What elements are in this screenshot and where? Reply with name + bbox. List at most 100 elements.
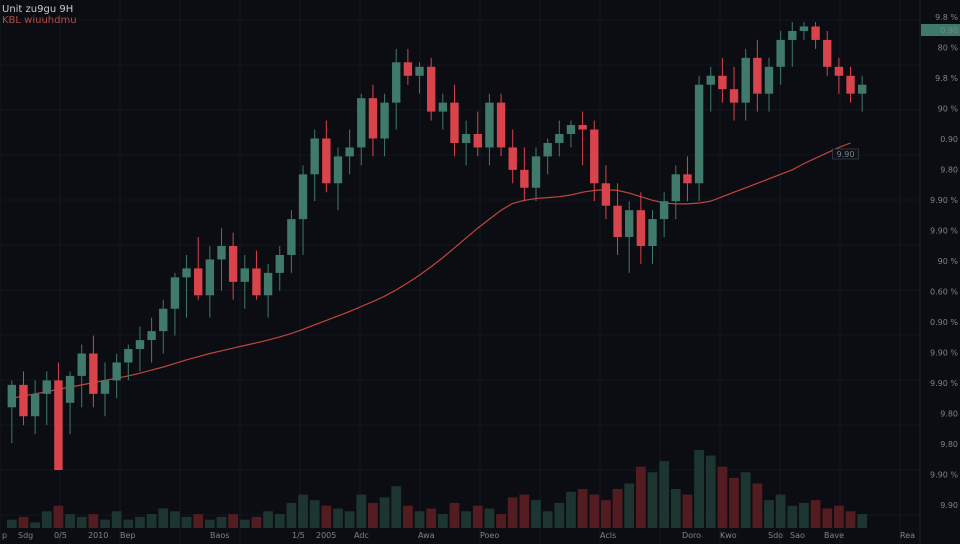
candle-body xyxy=(135,340,145,350)
volume-bar xyxy=(449,502,460,528)
volume-bar xyxy=(496,514,506,528)
candle-body xyxy=(228,246,238,282)
x-axis-label: Sdg xyxy=(18,531,33,540)
candle-body xyxy=(89,353,98,394)
volume-bar xyxy=(461,511,472,528)
volume-bar xyxy=(111,511,122,528)
volume-bar xyxy=(193,514,204,528)
candle-body xyxy=(834,66,844,76)
volume-bar xyxy=(705,455,716,528)
volume-bar xyxy=(414,511,425,528)
candle-body xyxy=(205,259,215,296)
volume-bar xyxy=(764,500,774,528)
candle-body xyxy=(776,39,785,67)
price-tick-label: 0.90 xyxy=(940,135,958,144)
moving-average-line xyxy=(11,142,851,399)
volume-bar xyxy=(391,486,402,528)
candle-body xyxy=(473,134,482,148)
candle-body xyxy=(42,380,51,394)
volume-bar xyxy=(542,511,553,528)
volume-bar xyxy=(379,497,390,528)
volume-bar xyxy=(65,514,75,528)
candle-body xyxy=(7,384,17,408)
candle-body xyxy=(659,201,669,220)
candle-body xyxy=(485,102,494,148)
candle-body xyxy=(380,102,389,139)
candle-body xyxy=(520,169,529,188)
candle-body xyxy=(182,268,191,278)
volume-bar xyxy=(566,491,576,528)
candle-body xyxy=(30,393,40,417)
volume-bar xyxy=(181,516,192,528)
price-tick-label: 9.90 % xyxy=(930,227,958,236)
x-axis-label: p xyxy=(2,531,7,540)
candle-body xyxy=(287,219,296,255)
volume-bar xyxy=(601,500,611,528)
candle-body xyxy=(450,102,459,143)
volume-bar xyxy=(402,505,413,528)
volume-bar xyxy=(76,516,87,528)
candle-body xyxy=(625,210,634,238)
candle-body xyxy=(217,246,226,260)
candle-body xyxy=(345,147,354,157)
volume-bar xyxy=(833,505,844,528)
candle-body xyxy=(846,75,855,94)
volume-bar xyxy=(88,514,99,528)
volume-bar xyxy=(729,477,739,528)
candle-body xyxy=(310,138,319,175)
x-axis-label: 0/5 xyxy=(54,531,67,540)
x-axis-label: Rea xyxy=(900,531,915,540)
volume-bar xyxy=(100,519,110,528)
volume-bar xyxy=(53,505,64,528)
candle-body xyxy=(54,380,63,470)
volume-bar xyxy=(286,502,297,528)
volume-bar xyxy=(263,511,273,528)
x-axis-label: 2010 xyxy=(88,531,108,540)
candle-body xyxy=(531,156,541,188)
volume-bar xyxy=(472,505,483,528)
candle-body xyxy=(240,268,249,282)
volume-bar xyxy=(752,483,763,528)
volume-bar xyxy=(612,489,623,528)
volume-bar xyxy=(123,519,134,528)
x-axis-label: Bave xyxy=(824,531,844,540)
candle-body xyxy=(753,57,762,94)
candle-body xyxy=(508,147,517,170)
volume-bar xyxy=(437,514,448,528)
candle-body xyxy=(694,84,704,184)
volume-bar xyxy=(356,494,367,528)
candle-body xyxy=(543,142,552,157)
candle-body xyxy=(729,89,739,103)
chart-header: Unit zu9gu 9H KBL wiuuhdmu xyxy=(2,4,77,26)
volume-bar xyxy=(146,514,157,528)
candle-body xyxy=(194,268,203,296)
price-tick-label: 90 % xyxy=(938,257,959,266)
price-tick-label: 0.60 % xyxy=(930,288,958,297)
volume-bar xyxy=(158,508,169,528)
price-tick-label: 80 % xyxy=(938,44,959,53)
candle-body xyxy=(718,75,727,90)
x-axis-label: 2005 xyxy=(316,531,336,540)
volume-bar xyxy=(694,450,704,528)
x-axis-label: Bep xyxy=(120,531,136,540)
volume-bar xyxy=(531,500,541,528)
candle-body xyxy=(811,26,820,40)
volume-bar xyxy=(216,516,227,528)
candle-body xyxy=(159,308,168,332)
candle-body xyxy=(252,268,261,296)
candle-body xyxy=(147,331,156,341)
candle-body xyxy=(77,353,86,376)
price-tick-label: 90 % xyxy=(938,105,959,114)
candle-body xyxy=(322,138,331,184)
candle-body xyxy=(823,39,832,67)
candle-body xyxy=(601,183,611,206)
price-tick-label: 9.80 xyxy=(940,166,958,175)
candle-body xyxy=(65,375,75,403)
volume-bar xyxy=(519,494,530,528)
candle-body xyxy=(298,174,308,220)
candle-body xyxy=(263,272,273,296)
price-tick-label: 0.90 % xyxy=(930,318,958,327)
candle-body xyxy=(683,174,692,184)
candle-body xyxy=(857,84,867,94)
